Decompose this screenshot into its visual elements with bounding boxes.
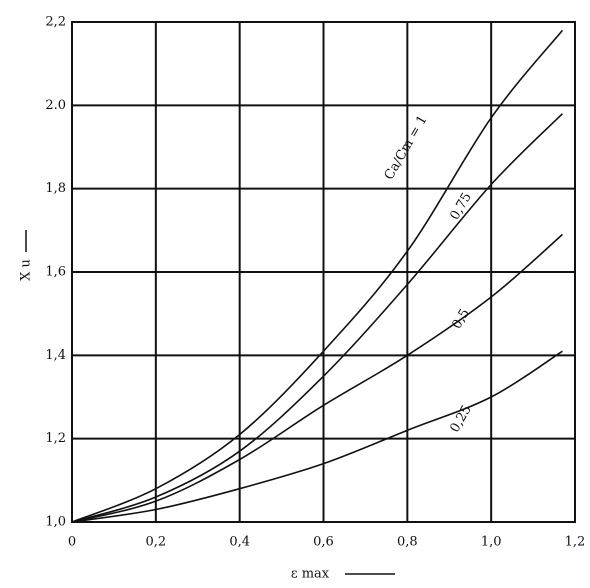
x-tick-label: 0,8 <box>397 535 418 550</box>
y-tick-label: 1,2 <box>45 431 66 446</box>
curve-label: 0,75 <box>447 190 474 223</box>
curve-label: 0,5 <box>449 306 472 331</box>
x-tick-label: 0,6 <box>313 535 334 550</box>
y-tick-label: 1,8 <box>45 181 66 196</box>
y-tick-label: 2.0 <box>45 98 66 113</box>
x-tick-label: 1,2 <box>565 535 586 550</box>
y-tick-label: 2,2 <box>45 15 66 30</box>
y-tick-label: 1,6 <box>45 265 66 280</box>
x-tick-label: 0,4 <box>229 535 250 550</box>
y-axis-label: X u <box>19 259 34 281</box>
curve-label: 0,25 <box>447 403 474 436</box>
x-axis-label: ε max <box>291 567 330 582</box>
curve-label: Ca/Cm = 1 <box>382 113 431 183</box>
y-tick-label: 1,0 <box>45 515 66 530</box>
y-tick-label: 1,4 <box>45 348 66 363</box>
curve <box>71 29 564 523</box>
curve <box>71 113 563 523</box>
curve <box>71 350 563 523</box>
x-tick-label: 0,2 <box>145 535 166 550</box>
curve <box>71 233 563 523</box>
x-tick-label: 1,0 <box>481 535 502 550</box>
x-tick-label: 0 <box>68 535 76 550</box>
